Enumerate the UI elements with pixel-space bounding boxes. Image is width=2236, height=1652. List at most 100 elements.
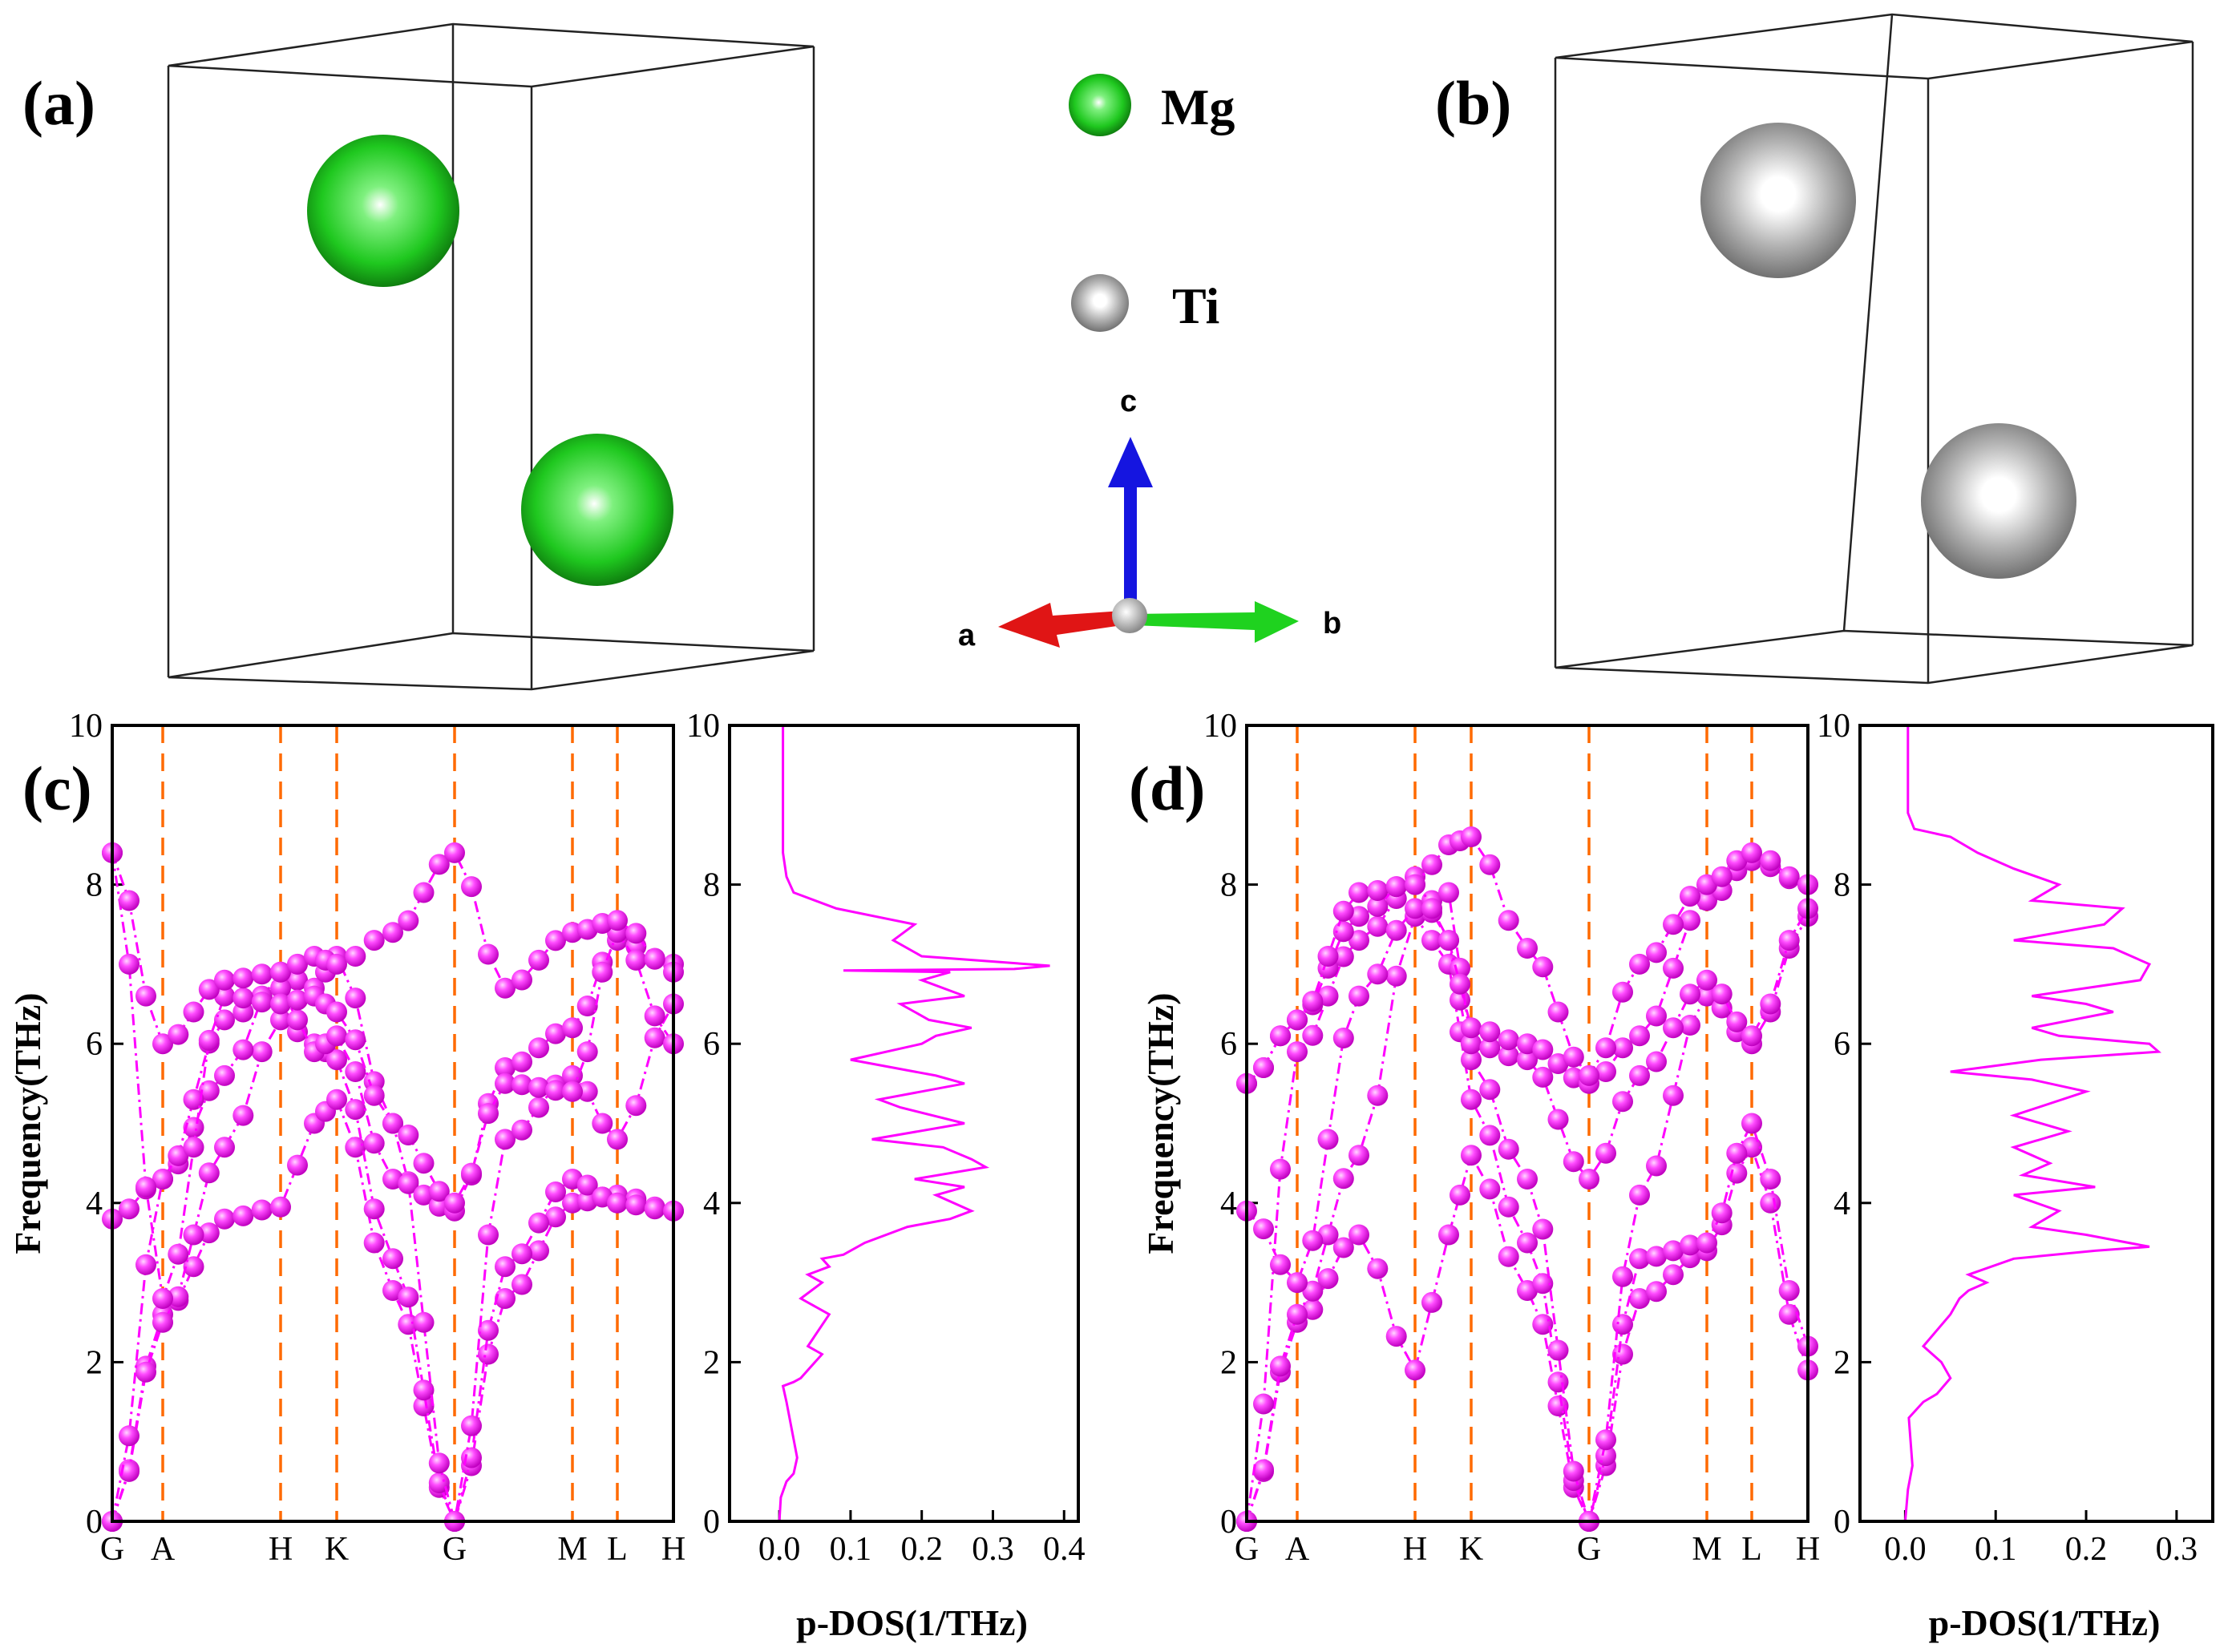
band-c-band-point — [183, 1089, 204, 1110]
band-c-band-point — [495, 1072, 516, 1094]
band-c-band-point — [461, 876, 482, 898]
a-axis-label: a — [958, 619, 976, 652]
band-d-band-point — [1438, 930, 1459, 951]
band-c-band-point — [562, 1064, 583, 1086]
band-c-band-point — [576, 1041, 598, 1063]
band-c-band-point — [382, 922, 403, 943]
band-d-band-point — [1317, 946, 1339, 967]
band-d-k-label: H — [1403, 1531, 1427, 1568]
band-c-band-point — [270, 977, 291, 999]
band-d-band-point — [1663, 1085, 1684, 1106]
dos-c-ytick-label: 8 — [703, 867, 720, 904]
band-c-band-point — [545, 1023, 566, 1044]
c-axis-arrow — [1108, 437, 1153, 614]
band-d-k-label: G — [1235, 1531, 1259, 1568]
dos-c-xtick-label: 0.3 — [972, 1531, 1014, 1568]
band-d-band-point — [1760, 850, 1781, 871]
panel-b: (b) — [1435, 13, 2194, 685]
band-c-ytick-label: 0 — [86, 1504, 103, 1541]
band-d-band-point — [1646, 1246, 1667, 1267]
band-d-band-point — [1270, 1158, 1291, 1180]
band-d-band-point — [1302, 1024, 1324, 1046]
band-d-band-point — [1696, 890, 1717, 911]
band-c-band-point — [363, 930, 385, 951]
band-d-band-point — [1302, 1280, 1324, 1302]
band-c-band-point — [270, 1009, 291, 1031]
band-c-band-point — [413, 882, 435, 903]
band-c-ytick-label: 6 — [86, 1026, 103, 1063]
band-d-band-point — [1438, 1224, 1459, 1246]
band-d-band-point — [1421, 898, 1442, 919]
band-c-band-point — [478, 1319, 499, 1341]
band-c-band-point — [135, 1361, 156, 1383]
band-d-band-point — [1741, 1025, 1762, 1047]
band-d-band-point — [1663, 1264, 1684, 1286]
band-d-band-point — [1680, 1234, 1700, 1256]
band-d-band-point — [1450, 989, 1470, 1011]
band-d-band-point — [1405, 874, 1425, 895]
band-c-band-point — [511, 1051, 532, 1072]
band-c-ytick-label: 2 — [86, 1344, 103, 1381]
band-c-band-point — [444, 1192, 465, 1214]
band-c-band-point — [168, 1243, 189, 1265]
mg-atom-top — [307, 135, 459, 287]
band-d-band-point — [1579, 1169, 1599, 1190]
band-d-band-point — [1547, 1109, 1569, 1130]
band-d-band-point — [1563, 1151, 1584, 1173]
band-d-band-point — [1547, 1371, 1569, 1393]
band-c-band-point — [232, 988, 254, 1009]
band-c-band-point — [495, 1129, 516, 1150]
crystal-axes-triad: c b a — [958, 385, 1341, 652]
band-c-band-point — [495, 977, 516, 999]
band-d-band-point — [1726, 1011, 1748, 1032]
band-c-band-point — [326, 1001, 347, 1023]
band-d-band-point — [1348, 1145, 1369, 1166]
band-d-band-point — [1498, 1138, 1519, 1160]
band-c-band-point — [326, 1049, 347, 1071]
band-c-band-point — [528, 1240, 549, 1262]
band-c-band-point — [528, 1097, 549, 1118]
band-d-band-point — [1253, 1393, 1274, 1415]
band-d-band-point — [1287, 1041, 1308, 1063]
band-c-k-label: M — [557, 1531, 587, 1568]
dos-c-ytick-label: 2 — [703, 1344, 720, 1381]
band-c-band-point — [562, 1017, 583, 1039]
band-c-k-label: K — [325, 1531, 349, 1568]
band-d-band-point — [1348, 1224, 1369, 1246]
band-d-band-point — [1696, 1232, 1717, 1254]
band-d-band-point — [1595, 1061, 1616, 1082]
band-d-band-point — [1367, 915, 1389, 937]
band-d-band-point — [1479, 1178, 1501, 1200]
panel-b-label: (b) — [1435, 68, 1511, 138]
band-d-band-point — [1332, 1028, 1354, 1048]
band-c-band-point — [495, 1288, 516, 1309]
band-c-band-point — [625, 1095, 647, 1117]
band-d-band-point — [1498, 1246, 1519, 1267]
band-d-band-point — [1348, 930, 1369, 951]
band-c-band-point — [214, 1208, 235, 1230]
band-c-band-point — [270, 993, 291, 1015]
band-c-band-point — [287, 953, 308, 975]
band-c-band-point — [644, 1198, 665, 1220]
panel-a-label: (a) — [22, 68, 95, 138]
band-c-band-point — [398, 1125, 419, 1145]
band-d-band-point — [1479, 1037, 1501, 1059]
band-d-band-point — [1479, 1125, 1501, 1146]
band-d-band-point — [1680, 1015, 1700, 1036]
band-d-k-label: G — [1577, 1531, 1601, 1568]
band-d-band-point — [1517, 938, 1538, 959]
band-c-band-point — [644, 948, 665, 970]
band-d-band-point — [1517, 1232, 1538, 1254]
band-d-ytick-label: 4 — [1220, 1185, 1237, 1222]
band-c-band-point — [511, 969, 532, 991]
band-d-k-label: H — [1796, 1531, 1820, 1568]
band-c-band-point — [287, 989, 308, 1011]
dos-d-xtick-label: 0.3 — [2156, 1531, 2198, 1568]
band-d-band-point — [1405, 898, 1425, 919]
b-axis-arrow — [1132, 601, 1299, 643]
band-d-band-point — [1595, 1037, 1616, 1059]
dos-d-xtick-label: 0.0 — [1884, 1531, 1927, 1568]
band-d-band-point — [1461, 1049, 1482, 1071]
band-d-band-point — [1741, 842, 1762, 863]
band-c-band-point — [183, 1117, 204, 1138]
